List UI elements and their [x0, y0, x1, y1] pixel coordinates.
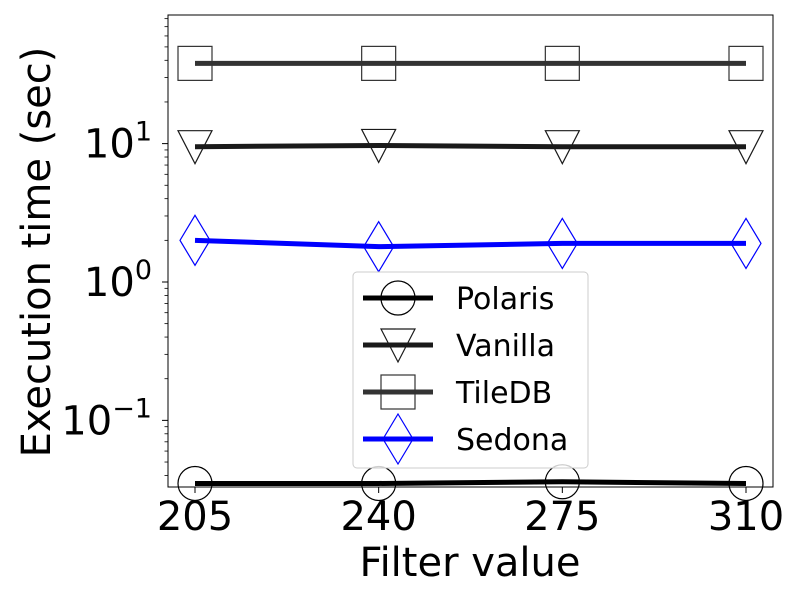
y-tick-label: 101 — [84, 117, 152, 168]
legend-marker — [380, 374, 416, 410]
data-point — [728, 45, 764, 81]
series-layer — [177, 45, 764, 502]
legend-marker — [380, 328, 416, 364]
data-point — [544, 45, 580, 81]
data-point — [360, 128, 397, 164]
legend-entry-polaris: Polaris — [363, 280, 554, 317]
legend-label: Sedona — [456, 423, 568, 458]
data-point — [544, 130, 581, 166]
data-point — [177, 45, 213, 81]
series-vanilla — [177, 128, 764, 166]
x-tick-label: 240 — [340, 494, 416, 540]
y-axis: 10−1 100 101 — [61, 18, 168, 476]
data-point — [728, 465, 764, 502]
x-tick-label: 205 — [157, 494, 233, 540]
x-tick-label: 275 — [524, 494, 600, 540]
x-axis-title: Filter value — [359, 540, 580, 586]
data-point — [730, 217, 762, 270]
legend-box — [352, 271, 589, 469]
legend-label: TileDB — [455, 376, 552, 411]
series-line — [194, 142, 746, 150]
series-line — [194, 237, 746, 250]
x-axis: 205 240 275 310 — [157, 487, 784, 540]
legend-marker — [380, 280, 416, 316]
legend: Polaris Vanilla TileDB Sedona — [352, 271, 589, 469]
data-point — [177, 130, 213, 166]
data-point — [177, 465, 213, 502]
series-line — [195, 479, 747, 486]
y-axis-title: Execution time (sec) — [14, 47, 60, 458]
legend-entry-vanilla: Vanilla — [363, 328, 555, 364]
data-point — [179, 214, 211, 267]
series-polaris — [177, 464, 764, 502]
data-point — [361, 45, 397, 81]
y-tick-label: 100 — [84, 255, 152, 306]
data-point — [728, 130, 764, 166]
legend-entry-sedona: Sedona — [363, 412, 568, 466]
series-sedona — [179, 214, 762, 273]
y-tick-label: 10−1 — [61, 393, 152, 444]
x-tick-label: 310 — [708, 494, 784, 540]
legend-marker — [382, 412, 414, 466]
data-point — [546, 217, 579, 270]
series-tiledb — [177, 45, 764, 81]
legend-label: Polaris — [456, 282, 554, 317]
legend-entry-tiledb: TileDB — [363, 374, 552, 411]
legend-label: Vanilla — [456, 329, 555, 364]
plot-frame — [167, 14, 774, 488]
